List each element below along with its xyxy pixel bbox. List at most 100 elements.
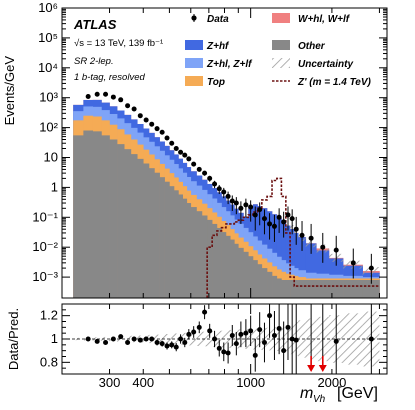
x-tick-label: 300 (99, 375, 121, 390)
data-point-22 (212, 181, 218, 187)
bar-other-7 (130, 154, 138, 298)
signal-line (206, 177, 380, 298)
ratio-band-bin-3 (101, 336, 110, 342)
bar-other-19 (190, 207, 197, 298)
data-point-19 (196, 166, 202, 172)
main-y-tick-label: 10² (39, 120, 58, 135)
legend-label-data: Data (207, 14, 229, 25)
ratio-point-2 (103, 340, 109, 345)
data-point-20 (202, 170, 208, 176)
ratio-point-8 (143, 336, 149, 342)
data-point-33 (261, 216, 267, 222)
x-axis-label: m Vh [GeV] (300, 385, 378, 405)
ratio-point-9 (149, 336, 155, 342)
ratio-point-27 (233, 341, 239, 347)
legend-label-z-light: Z+hl, Z+lf (206, 59, 253, 70)
bar-other-4 (109, 139, 118, 298)
bar-other-20 (196, 211, 203, 298)
data-point-41 (299, 232, 305, 238)
ratio-point-29 (243, 330, 249, 336)
main-x-ticks (109, 8, 380, 298)
bar-other-10 (148, 168, 155, 298)
data-point-38 (285, 212, 291, 218)
main-y-tick-label: 10³ (39, 90, 58, 105)
data-point-45 (350, 260, 356, 266)
bar-other-12 (159, 177, 165, 298)
ratio-point-21 (207, 328, 213, 334)
ratio-point-15 (178, 336, 184, 342)
bar-z-hf-42 (298, 237, 307, 298)
ratio-point-0 (85, 336, 91, 342)
ratio-point-1 (94, 338, 100, 344)
other-swatch (272, 40, 290, 50)
main-y-tick-label: 10 (44, 150, 58, 165)
x-tick-label: 1000 (236, 375, 265, 390)
x-axis-label-subscript: Vh (313, 394, 326, 405)
bar-other-16 (178, 194, 183, 298)
legend: Data W+hl, W+lf Z+hf Other Z+hl, Z+lf Un… (185, 13, 372, 88)
ratio-y-tick-label: 1.2 (40, 308, 58, 323)
data-point-15 (178, 149, 184, 155)
ratio-y-axis-label: Data/Pred. (6, 308, 21, 370)
data-point-9 (149, 121, 155, 127)
ratio-arrow-head-1 (318, 365, 327, 372)
bar-other-35 (267, 271, 273, 298)
ratio-point-10 (154, 340, 160, 345)
data-point-16 (182, 152, 188, 158)
main-y-ticks: 10⁻³ 10⁻² 10⁻¹ 1 10 10² 10³ 10⁴ 10⁵ 10⁶ (32, 0, 387, 284)
data-point-39 (289, 216, 295, 222)
uncertainty-swatch (272, 58, 290, 68)
bar-z-hf-41 (294, 232, 299, 298)
data-point-31 (252, 212, 258, 218)
ratio-point-4 (118, 334, 124, 340)
data-point-17 (186, 156, 192, 162)
data-point-14 (173, 145, 179, 151)
bar-other-43 (305, 279, 317, 298)
bar-other-2 (92, 131, 102, 298)
data-points (85, 91, 374, 284)
bar-other-17 (182, 198, 188, 298)
ratio-point-16 (182, 340, 188, 345)
ratio-point-7 (137, 337, 143, 343)
bar-other-18 (186, 203, 192, 298)
data-point-12 (164, 135, 170, 141)
z-light-swatch (185, 58, 203, 68)
ratio-y-tick-label: 0.8 (40, 354, 58, 369)
x-tick-label: 2000 (317, 375, 346, 390)
data-point-35 (271, 223, 277, 229)
ratio-point-37 (281, 348, 287, 354)
ratio-point-24 (221, 349, 227, 355)
bar-other-29 (238, 247, 244, 298)
bar-other-6 (124, 149, 132, 298)
ratio-point-40 (293, 337, 299, 343)
signal-layer (206, 177, 380, 298)
data-point-37 (281, 219, 287, 225)
data-point-23 (216, 186, 222, 192)
top-swatch (185, 76, 203, 86)
bar-other-8 (137, 158, 144, 298)
legend-label-signal: Z' (m = 1.4 TeV) (297, 77, 372, 88)
ratio-point-3 (110, 336, 116, 342)
data-point-27 (233, 200, 239, 206)
main-y-tick-label: 10⁻² (32, 239, 58, 254)
data-point-4 (118, 97, 124, 103)
main-y-axis-label: Events/GeV (2, 56, 17, 126)
data-point-43 (320, 244, 326, 250)
ratio-x-ticks: 300 400 1000 2000 (99, 304, 380, 390)
main-y-tick-label: 1 (51, 179, 58, 194)
bar-other-42 (298, 279, 307, 298)
ratio-point-26 (229, 333, 235, 338)
data-point-34 (267, 221, 273, 227)
data-point-24 (221, 189, 227, 195)
bar-other-32 (252, 260, 258, 298)
data-point-21 (207, 175, 213, 181)
ratio-point-23 (216, 345, 222, 351)
legend-label-other: Other (298, 41, 326, 52)
main-y-tick-label: 10⁻³ (32, 269, 58, 284)
data-point-13 (169, 140, 175, 146)
legend-label-z-hf: Z+hf (206, 41, 230, 52)
ratio-band-bin-15 (174, 333, 179, 345)
ratio-point-38 (285, 324, 291, 330)
ratio-point-5 (125, 340, 131, 345)
